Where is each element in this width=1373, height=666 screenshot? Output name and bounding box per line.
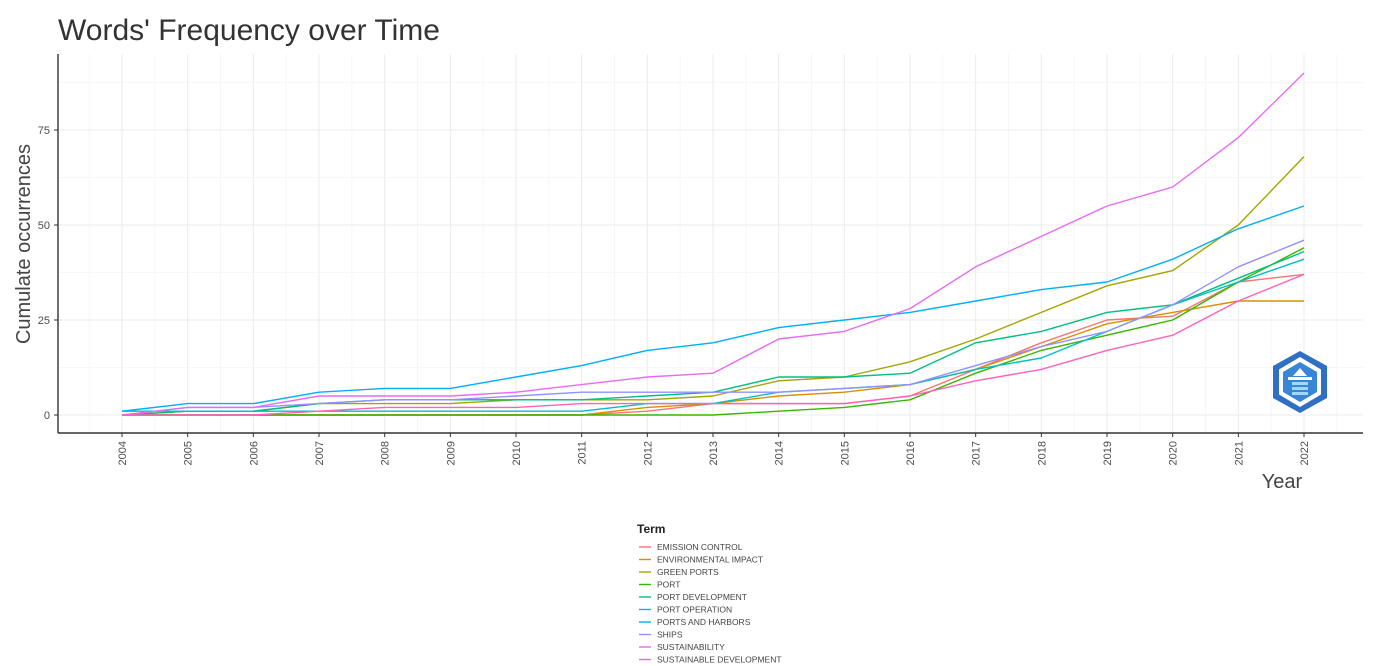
x-tick-label: 2008 (380, 441, 392, 465)
legend-label: PORT OPERATION (657, 605, 732, 615)
x-tick-label: 2005 (183, 441, 195, 465)
legend-label: SUSTAINABLE DEVELOPMENT (657, 655, 782, 665)
x-tick-label: 2012 (642, 441, 654, 465)
x-tick-label: 2011 (577, 441, 589, 465)
legend-item: PORT OPERATION (639, 605, 732, 615)
x-tick-label: 2015 (839, 441, 851, 465)
legend-label: EMISSION CONTROL (657, 542, 743, 552)
legend-label: SHIPS (657, 630, 683, 640)
legend-label: PORT DEVELOPMENT (657, 592, 747, 602)
x-tick-label: 2007 (314, 441, 326, 465)
x-axis-ticks: 2004 2005 2006 2007 2008 2009 2010 2011 2012 2013… (117, 433, 1311, 465)
x-tick-label: 2021 (1233, 441, 1245, 465)
legend-label: PORT (657, 580, 680, 590)
x-tick-label: 2017 (971, 441, 983, 465)
legend-item: PORTS AND HARBORS (639, 617, 751, 627)
legend-label: SUSTAINABILITY (657, 642, 725, 652)
chart-title: Words' Frequency over Time (58, 14, 440, 47)
x-tick-label: 2022 (1299, 441, 1311, 465)
legend-item: EMISSION CONTROL (639, 542, 743, 552)
x-axis-title: Year (1262, 471, 1303, 493)
series-line-sustainable-development (122, 273, 1305, 416)
x-tick-label: 2019 (1102, 441, 1114, 465)
legend-item: PORT (639, 580, 680, 590)
grid-lines (58, 54, 1363, 433)
x-tick-label: 2006 (248, 441, 260, 465)
series-line-port (122, 247, 1305, 416)
series-line-ships (121, 239, 1305, 416)
legend-label: GREEN PORTS (657, 567, 719, 577)
x-tick-label: 2009 (445, 441, 457, 465)
legend-label: ENVIRONMENTAL IMPACT (657, 555, 763, 565)
legend-item: SUSTAINABILITY (639, 642, 725, 652)
y-axis-ticks: 0 25 50 75 (38, 125, 58, 422)
legend-label: PORTS AND HARBORS (657, 617, 751, 627)
series-line-ports-and-harbors (121, 205, 1305, 412)
legend-title: Term (637, 522, 665, 536)
legend-item: SHIPS (639, 630, 683, 640)
x-tick-label: 2016 (905, 441, 917, 465)
x-tick-label: 2010 (511, 441, 523, 465)
x-tick-label: 2020 (1168, 441, 1180, 465)
legend-item: GREEN PORTS (639, 567, 719, 577)
x-tick-label: 2004 (117, 441, 129, 465)
series-line-sustainability (121, 72, 1305, 416)
x-tick-label: 2013 (708, 441, 720, 465)
legend: EMISSION CONTROL ENVIRONMENTAL IMPACT GREE… (639, 542, 782, 665)
x-tick-label: 2014 (774, 441, 786, 465)
y-tick-label: 75 (38, 125, 50, 137)
y-tick-label: 50 (38, 220, 50, 232)
logo-icon (1273, 351, 1327, 413)
series-lines (121, 72, 1305, 416)
y-axis-title: Cumulate occurrences (13, 144, 35, 344)
legend-item: SUSTAINABLE DEVELOPMENT (639, 655, 782, 665)
y-tick-label: 25 (38, 315, 50, 327)
x-tick-label: 2018 (1036, 441, 1048, 465)
y-tick-label: 0 (44, 410, 50, 422)
legend-item: PORT DEVELOPMENT (639, 592, 747, 602)
legend-item: ENVIRONMENTAL IMPACT (639, 555, 763, 565)
